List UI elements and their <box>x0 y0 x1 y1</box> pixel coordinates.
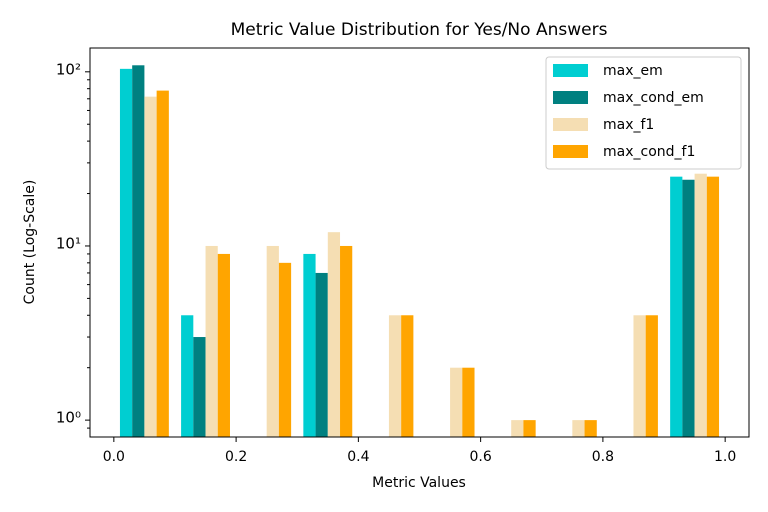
bar <box>156 90 169 437</box>
y-tick-label: 10² <box>56 60 81 78</box>
bar <box>315 272 328 437</box>
y-tick-label: 10¹ <box>56 234 81 252</box>
bar <box>132 65 145 437</box>
legend-swatch <box>553 91 588 104</box>
bar <box>193 337 206 437</box>
y-axis-label: Count (Log-Scale) <box>22 180 38 305</box>
bar <box>633 315 646 437</box>
bar <box>217 253 230 437</box>
bar <box>388 315 402 437</box>
bar <box>450 367 463 437</box>
chart-title: Metric Value Distribution for Yes/No Ans… <box>231 20 608 40</box>
bar <box>523 420 536 437</box>
bar <box>401 315 414 437</box>
bar <box>682 179 695 437</box>
bar <box>119 68 133 437</box>
bar <box>181 315 194 437</box>
bar <box>706 176 720 437</box>
x-axis-label: Metric Values <box>372 475 466 491</box>
bar <box>144 96 157 437</box>
bar <box>645 315 658 437</box>
bar <box>340 245 353 437</box>
x-tick-label: 0.6 <box>469 449 491 465</box>
legend-label: max_cond_f1 <box>603 144 695 160</box>
x-tick-label: 0.8 <box>592 449 614 465</box>
bar <box>694 173 707 438</box>
bar <box>511 420 524 437</box>
bar <box>670 176 683 437</box>
bar <box>327 232 341 437</box>
x-tick-label: 1.0 <box>714 449 736 465</box>
bar <box>266 245 279 437</box>
bar <box>278 262 292 437</box>
legend-swatch <box>553 64 588 77</box>
bar <box>572 420 585 437</box>
x-tick-label: 0.2 <box>225 449 247 465</box>
bar <box>462 367 475 437</box>
axes-frame <box>89 47 750 438</box>
bar <box>205 245 218 437</box>
legend-label: max_cond_em <box>603 90 704 106</box>
x-tick-label: 0.4 <box>347 449 369 465</box>
x-tick-label: 0.0 <box>103 449 125 465</box>
y-tick-label: 10⁰ <box>56 409 81 427</box>
legend-label: max_em <box>603 63 663 79</box>
bar <box>303 253 316 437</box>
legend-box <box>545 56 742 170</box>
legend-label: max_f1 <box>603 117 654 133</box>
legend-swatch <box>553 118 588 131</box>
legend-swatch <box>553 145 588 158</box>
bar <box>584 420 597 437</box>
